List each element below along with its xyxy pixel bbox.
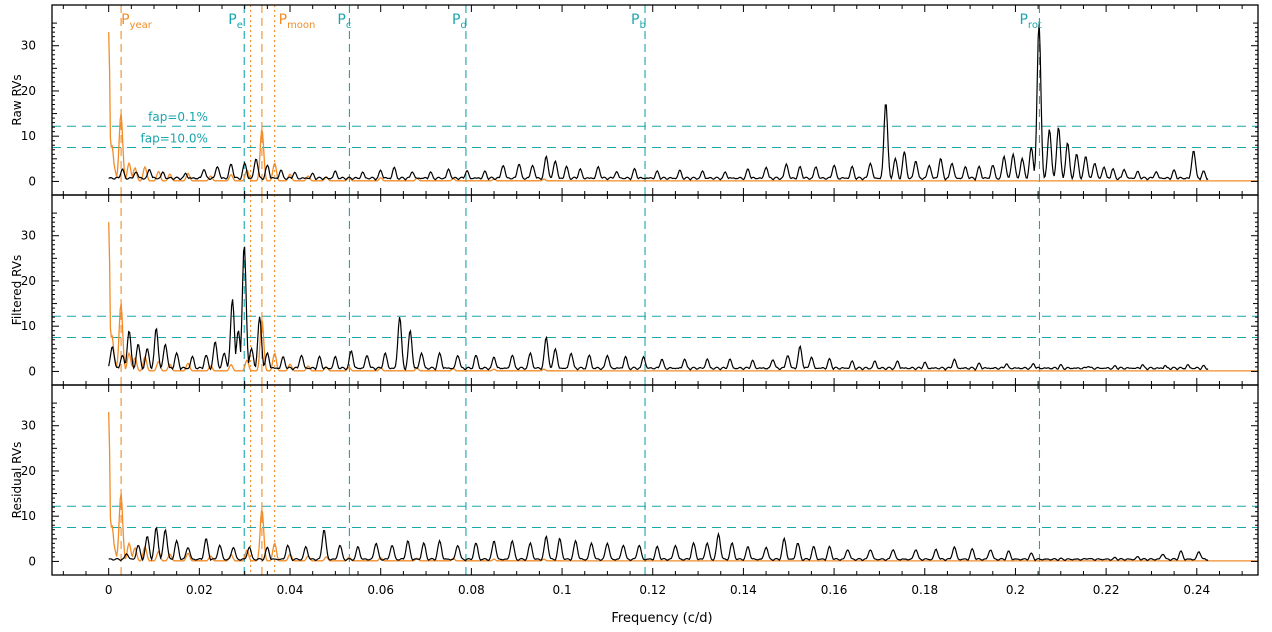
periodogram-line xyxy=(108,23,1209,182)
x-axis: 0 0.02 0.04 0.06 0.08 0.1 0.12 0.14 0.16 0.18 0.2 0… xyxy=(105,583,1210,597)
fap-labels: fap=0.1% fap=10.0% xyxy=(141,110,208,145)
x-tick-label: 0.12 xyxy=(639,583,666,597)
panel-frame xyxy=(51,4,1259,196)
period-label-year: Pyear xyxy=(121,12,153,31)
y-tick-label: 30 xyxy=(21,229,36,243)
panel-2: 0 10 20 30 Filtered RVs xyxy=(10,194,1259,386)
period-label-moon: Pmoon xyxy=(279,12,316,31)
fap-label: fap=10.0% xyxy=(141,132,208,146)
x-tick-label: 0.1 xyxy=(553,583,572,597)
x-tick-label: 0.08 xyxy=(458,583,485,597)
y-axis-label: Residual RVs xyxy=(10,442,24,519)
period-label-c: Pc xyxy=(337,12,351,31)
y-tick-label: 10 xyxy=(21,509,36,523)
y-axis-label: Raw RVs xyxy=(10,74,24,125)
x-axis-label: Frequency (c/d) xyxy=(611,611,712,626)
panel-frame xyxy=(51,384,1259,576)
y-tick-label: 0 xyxy=(28,364,36,378)
x-tick-label: 0.2 xyxy=(1006,583,1025,597)
window-function-line xyxy=(108,222,1258,372)
x-tick-label: 0.16 xyxy=(821,583,848,597)
window-function-line xyxy=(108,32,1258,182)
x-tick-label: 0.24 xyxy=(1183,583,1210,597)
period-label-e: Pe xyxy=(228,12,243,31)
fap-label: fap=0.1% xyxy=(148,110,208,124)
window-function-line xyxy=(108,412,1258,562)
y-axis-label: Filtered RVs xyxy=(10,255,24,325)
x-tick-label: 0.02 xyxy=(186,583,213,597)
y-tick-label: 10 xyxy=(21,319,36,333)
x-tick-label: 0.14 xyxy=(730,583,757,597)
panel-3: 0 10 20 30 Residual RVs xyxy=(10,384,1259,576)
periodogram-line xyxy=(108,246,1209,371)
y-tick-label: 20 xyxy=(21,274,36,288)
x-tick-label: 0 xyxy=(105,583,113,597)
panels-layer: 0 10 20 30 Raw RVs 0 10 20 30 Filtered RVs 0 10 20 30… xyxy=(10,4,1259,576)
panel-frame xyxy=(51,194,1259,386)
y-tick-label: 20 xyxy=(21,84,36,98)
x-tick-label: 0.06 xyxy=(367,583,394,597)
y-tick-label: 30 xyxy=(21,419,36,433)
periodogram-line xyxy=(108,526,1209,562)
period-label-d: Pd xyxy=(452,12,467,31)
y-tick-label: 0 xyxy=(28,554,36,568)
y-tick-label: 20 xyxy=(21,464,36,478)
panel-1: 0 10 20 30 Raw RVs xyxy=(10,4,1259,196)
x-tick-label: 0.22 xyxy=(1093,583,1120,597)
period-label-b: Pb xyxy=(631,12,646,31)
period-labels: Pyear Pe Pmoon Pc Pd Pb Prot xyxy=(121,12,1042,31)
y-tick-label: 0 xyxy=(28,174,36,188)
period-label-rot: Prot xyxy=(1019,12,1041,31)
x-tick-label: 0.18 xyxy=(911,583,938,597)
y-tick-label: 10 xyxy=(21,129,36,143)
x-tick-label: 0.04 xyxy=(277,583,304,597)
y-tick-label: 30 xyxy=(21,39,36,53)
